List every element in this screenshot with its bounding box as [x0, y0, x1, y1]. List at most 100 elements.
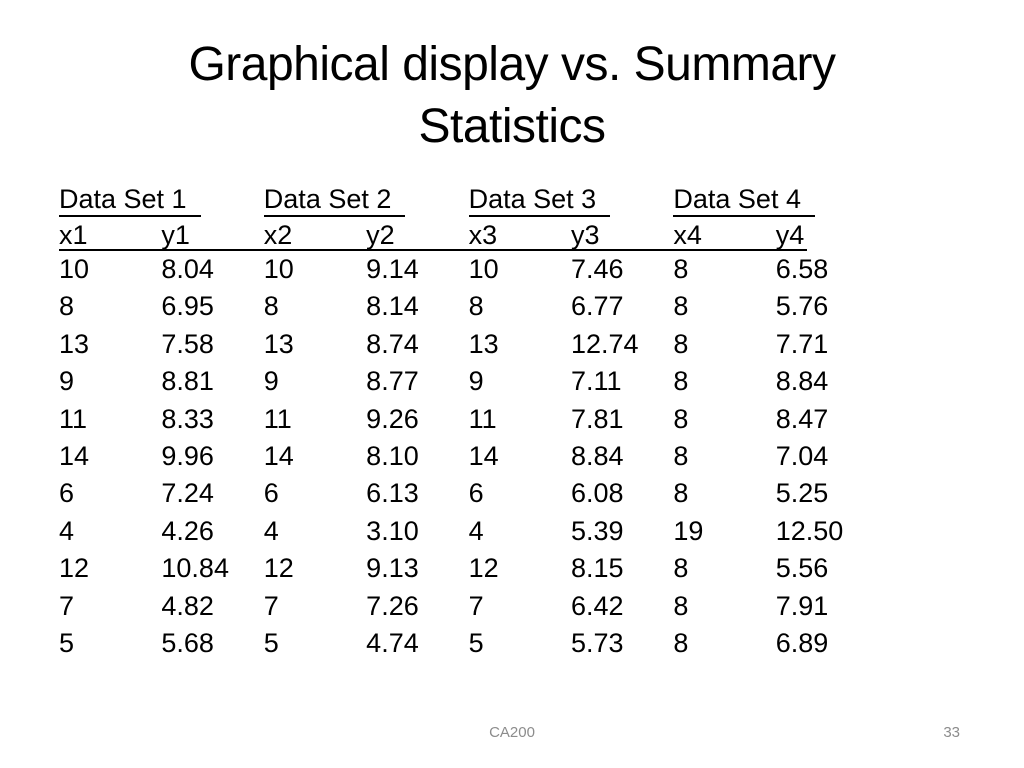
table-cell: 4.74 [366, 627, 419, 658]
table-cell: 5.68 [161, 627, 214, 658]
table-row: 12 10.84 12 9.13 12 8.15 8 5.56 [59, 550, 878, 587]
column-header-x3: x3 [468, 220, 498, 250]
table-cell: 5 [263, 627, 279, 658]
footer-page-number: 33 [943, 724, 960, 741]
table-cell: 10 [59, 254, 90, 284]
table-cell: 8.84 [570, 440, 624, 471]
table-cell: 8.81 [161, 366, 214, 397]
table-cell: 4.26 [161, 515, 214, 546]
page-title-line-2: Statistics [418, 100, 606, 153]
table-cell: 12 [468, 553, 499, 584]
dataset-header-row: Data Set 1 Data Set 2 Data Set 3 Data Se… [59, 183, 878, 221]
table-cell: 7.81 [570, 403, 624, 434]
column-header-y2: y2 [366, 220, 395, 250]
table-cell: 12.74 [570, 328, 639, 359]
table-row: 6 7.24 6 6.13 6 6.08 8 5.25 [59, 475, 878, 512]
table-cell: 11 [59, 403, 88, 434]
table-cell: 8.47 [775, 403, 829, 434]
slide-footer: CA200 33 [0, 718, 1024, 748]
table-cell: 8 [673, 403, 689, 434]
table-cell: 9 [468, 366, 484, 397]
table-cell: 9.26 [366, 403, 419, 434]
table-cell: 9.14 [366, 254, 419, 284]
page-title-line-1: Graphical display vs. Summary [188, 38, 836, 91]
table-cell: 8.10 [366, 440, 419, 471]
table-row: 11 8.33 11 9.26 11 7.81 8 8.47 [59, 401, 878, 438]
column-header-y1: y1 [161, 220, 190, 250]
table-cell: 4 [468, 515, 484, 546]
table-cell: 10.84 [161, 553, 229, 584]
footer-course-code: CA200 [489, 724, 535, 741]
table-row: 5 5.68 5 4.74 5 5.73 8 6.89 [59, 625, 878, 662]
table-cell: 7.24 [161, 478, 214, 509]
table-cell: 8 [673, 328, 689, 359]
table-cell: 7.11 [570, 366, 622, 397]
table-cell: 7.58 [161, 328, 214, 359]
table-body: 10 8.04 10 9.14 10 7.46 8 6.58 8 6.95 8 8.14 8 6.77 8 5… [59, 251, 878, 662]
table-cell: 5.56 [775, 553, 829, 584]
table-cell: 5.76 [775, 291, 829, 322]
table-cell: 8 [263, 291, 279, 322]
table-cell: 12 [59, 553, 90, 584]
table-cell: 7.46 [570, 254, 624, 284]
table-cell: 6 [59, 478, 75, 509]
column-header-row: x1 y1 x2 y2 x3 y3 x4 y4 [59, 221, 807, 251]
table-cell: 12.50 [775, 515, 844, 546]
table-cell: 7.04 [775, 440, 829, 471]
table-cell: 9 [59, 366, 75, 397]
table-row: 4 4.26 4 3.10 4 5.39 19 12.50 [59, 513, 878, 550]
table-cell: 14 [59, 440, 90, 471]
table-cell: 5 [59, 627, 75, 658]
table-cell: 8 [673, 627, 689, 658]
table-cell: 8 [673, 366, 689, 397]
anscombe-data-table: Data Set 1 Data Set 2 Data Set 3 Data Se… [59, 183, 878, 662]
table-cell: 3.10 [366, 515, 419, 546]
table-cell: 8.84 [775, 366, 829, 397]
table-cell: 8 [673, 590, 689, 621]
table-cell: 5 [468, 627, 484, 658]
table-cell: 13 [59, 328, 90, 359]
table-cell: 8.04 [161, 254, 214, 284]
table-cell: 14 [468, 440, 499, 471]
dataset-header-4: Data Set 4 [673, 183, 878, 217]
table-cell: 6.08 [570, 478, 624, 509]
table-cell: 19 [673, 515, 704, 546]
column-header-x2: x2 [263, 220, 293, 250]
table-cell: 6.95 [161, 291, 214, 322]
table-cell: 8 [468, 291, 484, 322]
table-cell: 4 [59, 515, 75, 546]
table-cell: 10 [263, 254, 294, 284]
table-cell: 4.82 [161, 590, 214, 621]
table-cell: 6 [263, 478, 279, 509]
table-cell: 8.33 [161, 403, 214, 434]
table-cell: 13 [263, 328, 294, 359]
column-header-y4: y4 [775, 220, 805, 250]
table-row: 7 4.82 7 7.26 7 6.42 8 7.91 [59, 588, 878, 625]
table-cell: 13 [468, 328, 499, 359]
table-cell: 8.14 [366, 291, 419, 322]
table-cell: 7 [59, 590, 75, 621]
table-cell: 14 [263, 440, 294, 471]
table-cell: 4 [263, 515, 279, 546]
table-cell: 8.74 [366, 328, 419, 359]
table-cell: 7 [468, 590, 484, 621]
table-cell: 8 [673, 478, 689, 509]
table-cell: 9.96 [161, 440, 214, 471]
table-cell: 6.58 [775, 254, 829, 284]
table-cell: 6.42 [570, 590, 624, 621]
column-header-x4: x4 [673, 220, 702, 250]
table-cell: 10 [468, 254, 499, 284]
table-row: 10 8.04 10 9.14 10 7.46 8 6.58 [59, 251, 878, 288]
table-cell: 9.13 [366, 553, 419, 584]
table-cell: 8.15 [570, 553, 624, 584]
table-cell: 6.77 [570, 291, 624, 322]
table-row: 8 6.95 8 8.14 8 6.77 8 5.76 [59, 288, 878, 325]
table-cell: 7 [263, 590, 279, 621]
table-cell: 6.89 [775, 627, 829, 658]
table-row: 13 7.58 13 8.74 13 12.74 8 7.71 [59, 326, 878, 363]
table-cell: 7.26 [366, 590, 419, 621]
table-cell: 11 [263, 403, 292, 434]
table-cell: 8 [673, 254, 689, 284]
table-cell: 8 [59, 291, 75, 322]
